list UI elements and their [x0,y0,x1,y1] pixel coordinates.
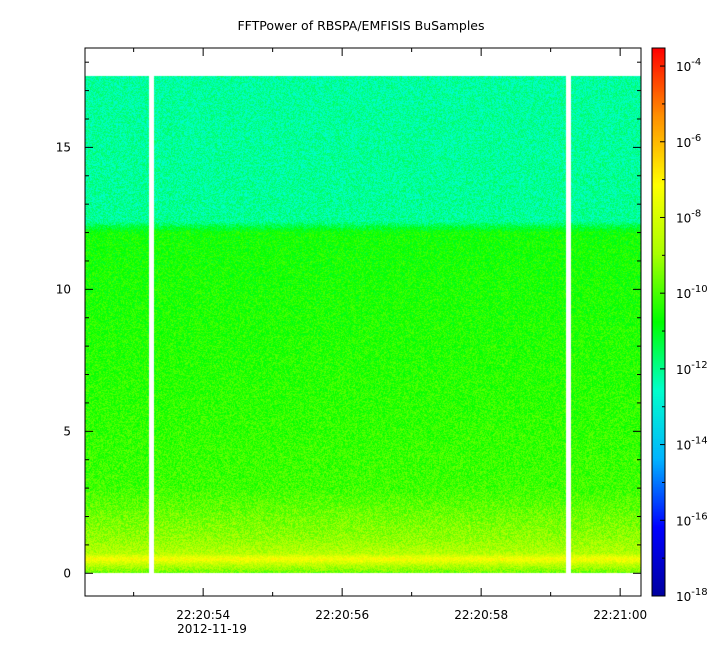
x-tick-label: 22:20:56 [315,608,369,622]
colorbar [652,48,665,596]
chart-title: FFTPower of RBSPA/EMFISIS BuSamples [237,18,484,33]
colorbar-tick-label: 10-16 [676,511,708,528]
x-date-label: 2012-11-19 [177,622,247,636]
colorbar-tick-exponent: -8 [691,208,701,219]
y-tick-label: 15 [56,140,71,154]
x-tick-label: 22:21:00 [593,608,647,622]
colorbar-tick-base: 10 [676,363,691,377]
colorbar-tick-base: 10 [676,60,691,74]
spectrogram-heatmap [85,48,641,596]
plot-frame [84,47,642,597]
colorbar-tick-base: 10 [676,514,691,528]
colorbar-tick-label: 10-6 [676,133,701,150]
y-axis: 0 5 10 15 [56,61,641,580]
colorbar-tick-label: 10-12 [676,360,708,377]
colorbar-tick-base: 10 [676,287,691,301]
x-tick-label: 22:20:54 [176,608,230,622]
y-tick-label: 0 [63,566,71,580]
colorbar-tick-base: 10 [676,439,691,453]
y-tick-label: 10 [56,282,71,296]
y-tick-label: 5 [63,424,71,438]
colorbar-tick-label: 10-18 [676,587,708,604]
colorbar-tick-label: 10-14 [676,436,708,453]
colorbar-tick-exponent: -12 [691,360,707,371]
colorbar-frame [651,47,666,597]
colorbar-tick-exponent: -6 [691,133,701,144]
colorbar-tick-base: 10 [676,136,691,150]
colorbar-tick-exponent: -16 [691,511,707,522]
colorbar-tick-label: 10-4 [676,57,701,74]
colorbar-tick-exponent: -10 [691,284,707,295]
colorbar-tick-base: 10 [676,211,691,225]
colorbar-tick-exponent: -18 [691,587,707,598]
colorbar-tick-label: 10-8 [676,208,701,225]
colorbar-tick-label: 10-10 [676,284,708,301]
colorbar-tick-exponent: -14 [691,436,707,447]
x-tick-label: 22:20:58 [454,608,508,622]
colorbar-tick-base: 10 [676,590,691,604]
x-axis: 22:20:54 22:20:56 22:20:58 22:21:00 [133,48,647,622]
colorbar-tick-exponent: -4 [691,57,701,68]
